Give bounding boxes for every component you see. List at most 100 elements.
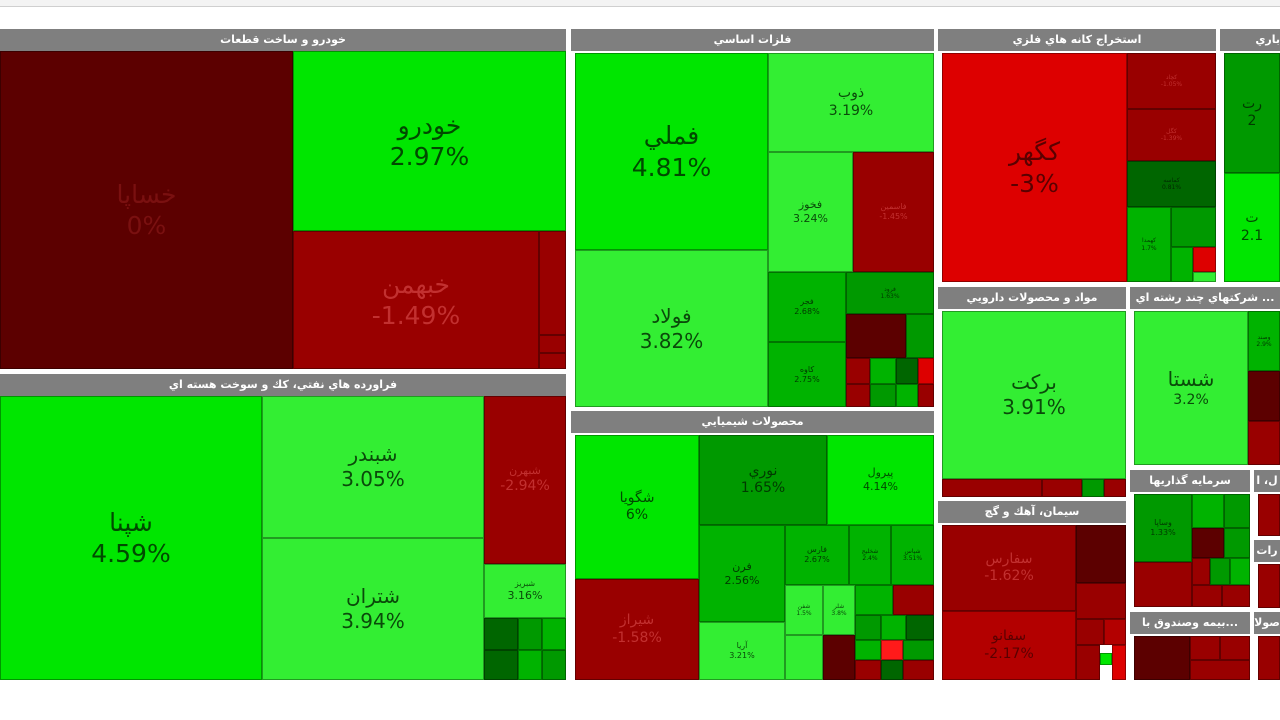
tile-shebahrn[interactable]: شبهرن -2.94% [484,396,566,564]
tile-small[interactable] [846,384,870,407]
tile-khodro[interactable]: خودرو 2.97% [293,51,566,231]
tile-small[interactable] [903,660,934,680]
tile-edge-top[interactable]: رت 2 [1224,53,1280,173]
tile-kegohar[interactable]: كگهر -3% [942,53,1127,282]
tile-small[interactable] [1076,645,1100,680]
tile-small[interactable] [1230,558,1250,585]
tile-small[interactable] [855,660,881,680]
tile-shasta[interactable]: شستا 3.2% [1134,311,1248,465]
sector-header-edge-b[interactable]: رات [1254,540,1280,562]
tile-shebandar[interactable]: شبندر 3.05% [262,396,484,538]
tile-small[interactable] [518,650,542,680]
tile-shelor[interactable]: شلر 3.8% [823,585,855,635]
tile-metals-red[interactable]: فاسمين -1.45% [853,152,934,272]
sector-header-edge-c[interactable]: صولا [1254,612,1280,634]
tile-shekhlij[interactable]: شخليج 2.4% [849,525,891,585]
tile-small[interactable] [870,384,896,407]
tile-shiraz[interactable]: شيراز -1.58% [575,579,699,680]
tile-kemaseh[interactable]: كماسه 0.81% [1127,161,1216,207]
tile-kehamda[interactable]: كهمدا 1.7% [1127,207,1171,282]
tile-small[interactable] [1104,479,1126,497]
tile-small[interactable] [1076,525,1126,583]
tile-small[interactable] [1076,619,1104,645]
sector-header-auto[interactable]: خودرو و ساخت قطعات [0,29,566,51]
sector-header-edge-a[interactable]: ل، ا [1254,470,1280,492]
tile-small[interactable] [823,635,855,680]
tile-shegoya[interactable]: شگويا 6% [575,435,699,579]
sector-header-chemical[interactable]: محصولات شيميايي [571,411,934,433]
tile-small[interactable] [893,585,934,615]
tile-small[interactable] [1192,558,1210,585]
sector-header-edge-top[interactable]: باري [1220,29,1280,51]
tile-small[interactable] [1082,479,1104,497]
tile-small[interactable] [1076,583,1126,619]
tile-sefano[interactable]: سفانو -2.17% [942,611,1076,680]
tile-small[interactable] [1210,558,1230,585]
tile-shefan[interactable]: شفن 1.5% [785,585,823,635]
tile-small[interactable] [870,358,896,384]
tile-small[interactable] [846,314,906,358]
tile-small[interactable] [542,650,566,680]
tile-small[interactable] [918,384,934,407]
tile-small[interactable] [539,335,566,353]
sector-header-metals[interactable]: فلزات اساسي [571,29,934,51]
tile-small[interactable] [855,640,881,660]
tile-small[interactable] [1192,494,1224,528]
tile-small[interactable] [903,640,934,660]
tile-shepas[interactable]: شپاس 3.51% [891,525,934,585]
tile-aria[interactable]: آريا 3.21% [699,622,785,680]
tile-small[interactable] [484,618,518,650]
tile-small[interactable] [1100,653,1112,665]
tile-pirol[interactable]: پيرول 4.14% [827,435,934,525]
tile-sefares[interactable]: سفارس -1.62% [942,525,1076,611]
tile-small[interactable] [1190,636,1220,660]
tile-fameli[interactable]: فملي 4.81% [575,53,768,250]
tile-small[interactable] [484,650,518,680]
tile-small[interactable] [881,640,903,660]
tile-noori[interactable]: نوري 1.65% [699,435,827,525]
tile-small[interactable] [896,358,918,384]
tile-small[interactable] [896,384,918,407]
tile-fakhooz[interactable]: فخوز 3.24% [768,152,853,272]
tile-small[interactable] [539,353,566,369]
tile-small[interactable] [1134,636,1190,680]
tile-small[interactable] [1104,619,1126,645]
tile-small[interactable] [906,314,934,358]
tile-small[interactable] [855,615,881,640]
tile-small[interactable] [918,358,934,384]
sector-header-pharma[interactable]: مواد و محصولات دارويي [938,287,1126,309]
tile-small[interactable] [1193,247,1216,272]
tile-small[interactable] [1171,207,1216,247]
tile-small[interactable] [1224,528,1250,558]
tile-fern[interactable]: فرن 2.56% [699,525,785,622]
tile-small[interactable] [785,635,823,680]
tile-small[interactable] [1224,494,1250,528]
sector-header-insurance[interactable]: ...بيمه وصندوق با [1130,612,1250,634]
tile-kegol[interactable]: كگل -1.39% [1127,109,1216,161]
tile-small[interactable] [1248,421,1280,465]
tile-kaveh[interactable]: کاوه 2.75% [768,342,846,407]
tile-small[interactable] [1134,562,1192,607]
tile-vesapa[interactable]: وساپا 1.33% [1134,494,1192,562]
tile-small[interactable] [1258,636,1280,680]
tile-small[interactable] [942,479,1042,497]
tile-small[interactable] [542,618,566,650]
tile-zob[interactable]: ذوب 3.19% [768,53,934,152]
tile-small[interactable] [1112,645,1126,680]
tile-fajr[interactable]: فجر 2.68% [768,272,846,342]
tile-small[interactable] [1192,528,1224,558]
tile-small[interactable] [518,618,542,650]
tile-small[interactable] [1190,660,1250,680]
tile-multi-side[interactable]: وصند 2.9% [1248,311,1280,371]
tile-small[interactable] [539,231,566,335]
tile-small[interactable] [1192,585,1222,607]
sector-header-invest[interactable]: سرمايه گذاريها [1130,470,1250,492]
tile-small[interactable] [1220,636,1250,660]
tile-small[interactable] [906,615,934,640]
tile-small[interactable] [1258,564,1280,608]
tile-small[interactable] [1042,479,1082,497]
tile-khesapa[interactable]: خساپا 0% [0,51,293,369]
tile-small[interactable] [846,358,870,384]
tile-small[interactable] [1258,494,1280,536]
sector-header-cement[interactable]: سيمان، آهك و گچ [938,501,1126,523]
